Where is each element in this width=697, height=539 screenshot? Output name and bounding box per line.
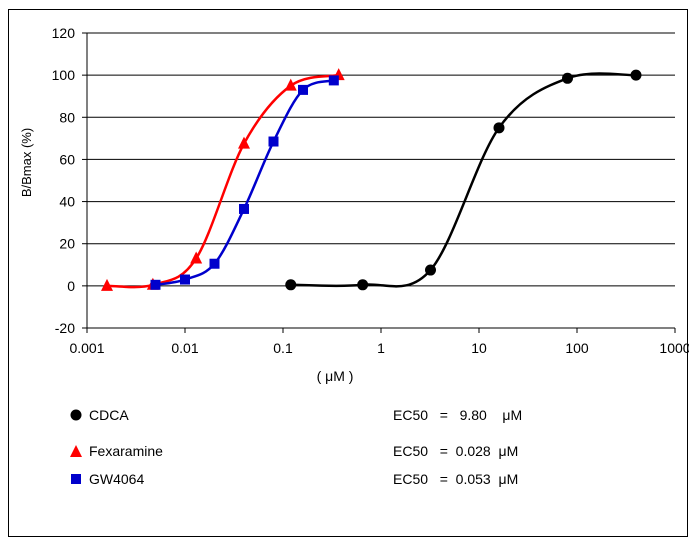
- ec50-fexaramine: EC50 = 0.028 μM: [393, 441, 518, 461]
- point-cdca: [285, 279, 297, 291]
- ec50-eq: =: [439, 471, 448, 487]
- legend-label-gw4064: GW4064: [89, 471, 145, 487]
- y-tick-label: 100: [52, 67, 76, 83]
- point-cdca: [425, 264, 437, 276]
- point-gw4064: [298, 84, 309, 95]
- chart-svg: -20 0 20 40 60 80 100 120 0.001 0.01 0.1 1 10 100 1000…: [19, 25, 689, 384]
- ec50-cdca: EC50 = 9.80 μM: [393, 405, 522, 425]
- ec50-unit: μM: [498, 471, 519, 487]
- ec50-label: EC50: [393, 407, 429, 423]
- square-marker-icon: [69, 472, 85, 486]
- chart-frame: -20 0 20 40 60 80 100 120 0.001 0.01 0.1 1 10 100 1000…: [8, 9, 689, 537]
- series-line-fexaramine: [106, 73, 339, 289]
- y-tick-label: 40: [59, 194, 75, 210]
- y-tick-label: 60: [59, 151, 75, 167]
- ec50-unit: μM: [502, 407, 523, 423]
- y-tick-label: 0: [67, 278, 75, 294]
- y-tick-label: -20: [55, 320, 75, 336]
- ec50-label: EC50: [393, 443, 429, 459]
- x-tick-label: 1: [377, 340, 385, 356]
- y-tick-label: 120: [52, 25, 76, 41]
- ec50-value-fexaramine: 0.028: [455, 443, 491, 459]
- triangle-marker-icon: [69, 444, 85, 458]
- point-gw4064: [239, 203, 250, 214]
- point-fexaramine: [238, 136, 251, 149]
- legend-entry-gw4064: GW4064: [69, 469, 144, 489]
- point-gw4064: [150, 279, 161, 290]
- legend-entry-cdca: CDCA: [69, 405, 129, 425]
- x-tick-label: 0.01: [171, 340, 198, 356]
- ec50-gw4064: EC50 = 0.053 μM: [393, 469, 518, 489]
- ec50-value-cdca: 9.80: [459, 407, 487, 423]
- ec50-eq: =: [439, 407, 448, 423]
- point-gw4064: [268, 136, 279, 147]
- x-tick-label: 0.1: [273, 340, 293, 356]
- x-axis-title: ( μM ): [317, 368, 354, 384]
- point-cdca: [630, 69, 642, 81]
- point-fexaramine: [190, 251, 203, 264]
- legend-entry-fexaramine: Fexaramine: [69, 441, 163, 461]
- series-line-gw4064: [155, 79, 335, 287]
- series-line-cdca: [290, 72, 637, 288]
- point-cdca: [562, 72, 574, 84]
- point-gw4064: [209, 258, 220, 269]
- point-gw4064: [328, 75, 339, 86]
- point-cdca: [357, 279, 369, 291]
- legend-label-fexaramine: Fexaramine: [89, 443, 163, 459]
- ec50-value-gw4064: 0.053: [455, 471, 491, 487]
- point-cdca: [493, 122, 505, 134]
- legend-label-cdca: CDCA: [89, 407, 129, 423]
- x-tick-label: 1000: [659, 340, 689, 356]
- point-fexaramine: [101, 278, 114, 291]
- x-tick-label: 0.001: [69, 340, 104, 356]
- y-tick-label: 80: [59, 109, 75, 125]
- point-gw4064: [180, 274, 190, 285]
- y-axis-title: B/Bmax (%): [19, 128, 34, 197]
- ec50-eq: =: [439, 443, 448, 459]
- ec50-unit: μM: [498, 443, 519, 459]
- point-fexaramine: [284, 78, 297, 91]
- y-tick-label: 20: [59, 236, 75, 252]
- x-tick-label: 100: [565, 340, 589, 356]
- ec50-label: EC50: [393, 471, 429, 487]
- x-tick-label: 10: [471, 340, 487, 356]
- circle-marker-icon: [69, 408, 85, 422]
